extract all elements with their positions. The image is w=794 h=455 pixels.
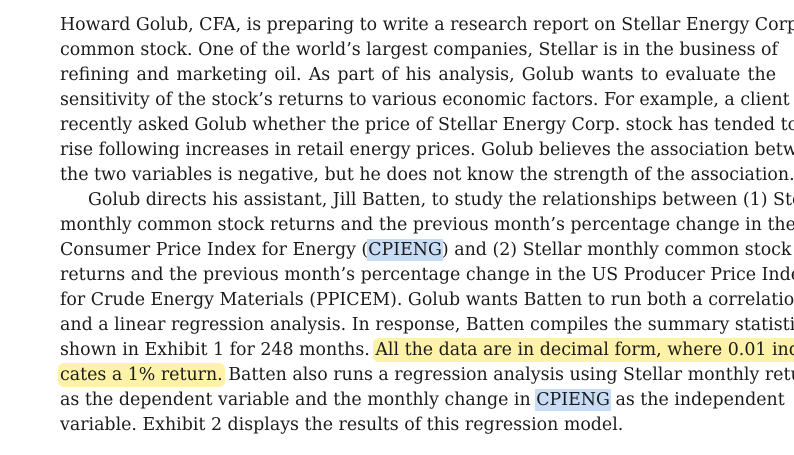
text-line: variable. Exhibit 2 displays the results… (60, 415, 624, 435)
text-line: shown in Exhibit 1 for 248 months. All t… (60, 338, 794, 363)
text-run: as the independent (609, 390, 785, 410)
text-run: Consumer Price Index for Energy ( (60, 240, 369, 260)
text-line: Golub directs his assistant, Jill Batten… (88, 190, 794, 210)
text-run: ) and (2) Stellar monthly common stock (441, 240, 792, 260)
text-line: monthly common stock returns and the pre… (60, 215, 794, 235)
text-run: shown in Exhibit 1 for 248 months. (60, 340, 376, 360)
text-line: recently asked Golub whether the price o… (60, 115, 794, 135)
paragraph-2: Golub directs his assistant, Jill Batten… (60, 188, 794, 438)
text-line: Howard Golub, CFA, is preparing to write… (60, 15, 794, 35)
text-run: as the dependent variable and the monthl… (60, 390, 537, 410)
text-line: for Crude Energy Materials (PPICEM). Gol… (60, 290, 794, 310)
text-line: the two variables is negative, but he do… (60, 165, 794, 185)
document-text: Howard Golub, CFA, is preparing to write… (60, 13, 794, 438)
highlight-annotation[interactable]: All the data are in decimal form, where … (375, 340, 794, 360)
text-line: rise following increases in retail energ… (60, 140, 794, 160)
text-line: cates a 1% return. Batten also runs a re… (60, 363, 794, 388)
text-run: Batten also runs a regression analysis u… (222, 365, 794, 385)
paragraph-1: Howard Golub, CFA, is preparing to write… (60, 13, 794, 188)
highlight-annotation[interactable]: cates a 1% return. (60, 365, 223, 385)
text-line: returns and the previous month’s percent… (60, 265, 794, 285)
text-line: refining and marketing oil. As part of h… (60, 65, 776, 85)
text-line: as the dependent variable and the monthl… (60, 388, 785, 413)
text-line: and a linear regression analysis. In res… (60, 315, 794, 335)
highlighted-term-cpieng[interactable]: CPIENG (536, 390, 610, 410)
text-line: sensitivity of the stock’s returns to va… (60, 90, 790, 110)
text-line: Consumer Price Index for Energy (CPIENG)… (60, 238, 791, 263)
text-line: common stock. One of the world’s largest… (60, 40, 778, 60)
highlighted-term-cpieng[interactable]: CPIENG (368, 240, 442, 260)
